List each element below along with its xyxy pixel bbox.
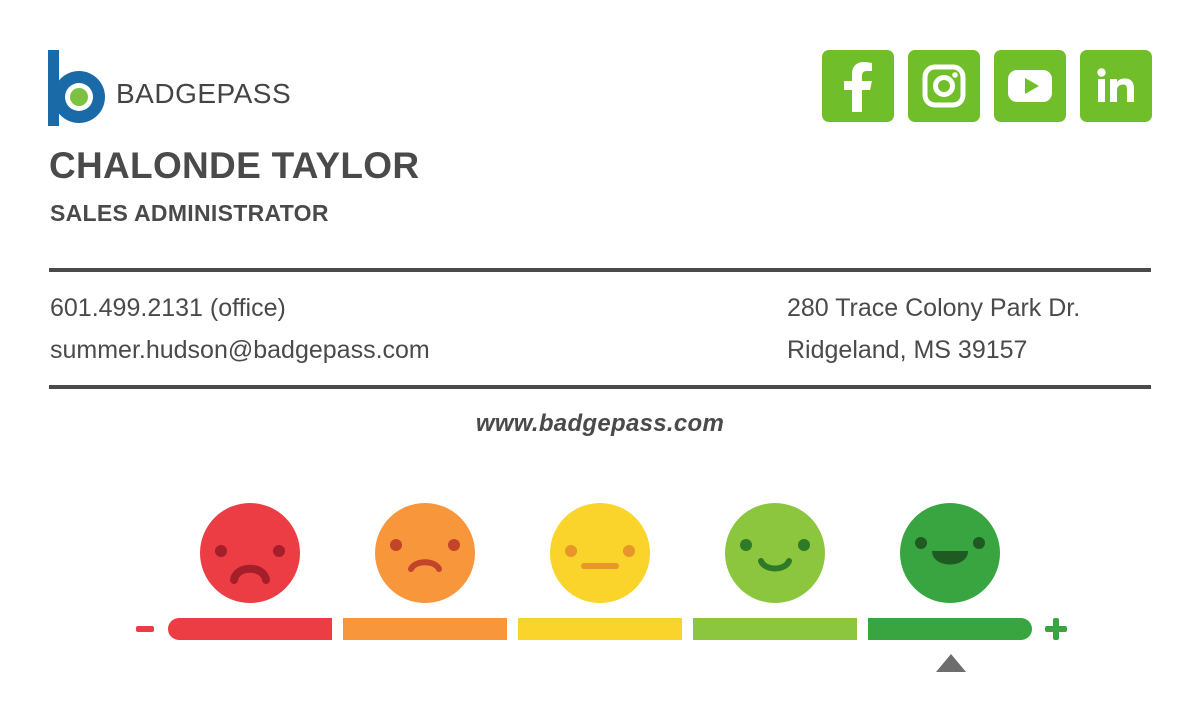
scale-min-icon: [136, 626, 154, 632]
neutral-face[interactable]: [550, 503, 650, 603]
happy-face-icon: [740, 539, 810, 572]
person-name: CHALONDE TAYLOR: [49, 145, 420, 186]
linkedin-icon: [1097, 68, 1134, 102]
very-unhappy-face-icon: [215, 545, 285, 584]
scale-bar-unhappy[interactable]: [343, 618, 507, 640]
facebook-icon: [844, 62, 872, 112]
linkedin-button[interactable]: [1080, 50, 1152, 122]
satisfaction-scale: [0, 495, 1200, 695]
brand-name: BADGEPASS: [116, 78, 292, 109]
person-title: SALES ADMINISTRATOR: [50, 200, 329, 226]
phone-number[interactable]: 601.499.2131 (office): [50, 294, 286, 322]
youtube-button[interactable]: [994, 50, 1066, 122]
address-line-2: Ridgeland, MS 39157: [787, 336, 1028, 364]
very-happy-face-icon: [915, 537, 985, 565]
unhappy-face[interactable]: [375, 503, 475, 603]
instagram-button[interactable]: [908, 50, 980, 122]
divider-top: [49, 268, 1151, 272]
badgepass-logo-icon: [48, 50, 105, 126]
scale-bar-neutral[interactable]: [518, 618, 682, 640]
neutral-face-icon: [565, 545, 635, 569]
scale-bar-very-happy[interactable]: [868, 618, 1032, 640]
scale-bar-very-unhappy[interactable]: [168, 618, 332, 640]
very-unhappy-face[interactable]: [200, 503, 300, 603]
address-line-1: 280 Trace Colony Park Dr.: [787, 294, 1081, 322]
unhappy-face-icon: [390, 539, 460, 572]
instagram-icon: [922, 64, 966, 108]
social-links: [822, 50, 1152, 122]
happy-face[interactable]: [725, 503, 825, 603]
selected-level-pointer-icon: [936, 654, 966, 672]
website-link[interactable]: www.badgepass.com: [475, 410, 725, 437]
scale-bar-happy[interactable]: [693, 618, 857, 640]
brand-logo[interactable]: BADGEPASS: [48, 50, 291, 128]
email-address[interactable]: summer.hudson@badgepass.com: [50, 336, 430, 364]
scale-max-icon: [1045, 618, 1067, 640]
very-happy-face[interactable]: [900, 503, 1000, 603]
divider-bottom: [49, 385, 1151, 389]
youtube-icon: [1008, 70, 1052, 102]
facebook-button[interactable]: [822, 50, 894, 122]
